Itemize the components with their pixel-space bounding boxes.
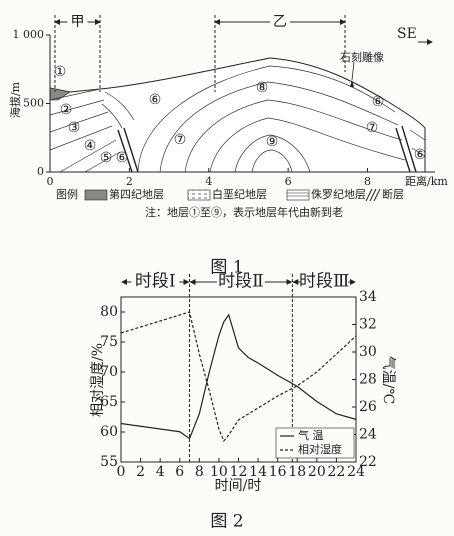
- cross-section: [49, 57, 426, 173]
- x-tick-label: 10: [210, 464, 228, 480]
- x-tick-label: 8: [364, 175, 371, 188]
- y2-tick-label: 34: [359, 289, 377, 305]
- period-label: 时段Ⅰ: [135, 272, 176, 292]
- layer-label: ⑦: [366, 120, 379, 136]
- x-tick-label: 6: [285, 175, 292, 188]
- legend-item: 第四纪地层: [109, 187, 164, 201]
- y-axis-label: 相对湿度/%: [90, 343, 106, 417]
- y2-tick-label: 32: [359, 317, 377, 333]
- x-tick-label: 4: [205, 175, 212, 188]
- direction: SE: [397, 26, 417, 42]
- period-label: 时段Ⅲ: [299, 272, 349, 292]
- layer-label: ⑦: [174, 132, 187, 148]
- legend-swatch: [84, 189, 108, 201]
- layer-label: ⑥: [372, 94, 385, 110]
- y2-tick-label: 22: [359, 454, 377, 470]
- layer-label: ⑥: [116, 150, 129, 166]
- y-axis-label: 海拔/m: [8, 81, 22, 118]
- y-tick-label: 500: [23, 97, 44, 110]
- legend-box: [275, 427, 355, 459]
- layer-label: ⑨: [266, 134, 279, 150]
- legend-swatch: [187, 189, 211, 201]
- y-tick-label: 1 000: [13, 28, 45, 41]
- section-label: 甲: [71, 14, 85, 30]
- y2-tick-label: 30: [359, 344, 377, 360]
- y-tick-label: 0: [37, 165, 44, 178]
- layer-label: ①: [54, 64, 67, 80]
- legend-swatch: [286, 189, 310, 201]
- y-tick-label: 70: [100, 364, 118, 380]
- x-tick-label: 0: [117, 464, 126, 480]
- x-tick-label: 12: [230, 464, 248, 480]
- layer-label: ⑧: [256, 80, 269, 96]
- line-series: [120, 313, 357, 440]
- layer-label: ④: [84, 138, 97, 154]
- y-tick-label: 75: [100, 334, 118, 350]
- layer-label: ⑤: [100, 150, 113, 166]
- note: 注：地层①至⑨，表示地层年代由新到老: [145, 205, 343, 219]
- legend-label: 气 温: [298, 428, 324, 442]
- layer-label: ③: [68, 120, 81, 136]
- y2-tick-label: 24: [359, 427, 377, 443]
- legend-swatch: [365, 188, 381, 202]
- x-tick-label: 18: [288, 464, 306, 480]
- x-tick-label: 16: [269, 464, 287, 480]
- x-tick-label: 0: [47, 175, 54, 188]
- y-tick-label: 55: [100, 454, 118, 470]
- x-tick-label: 22: [328, 464, 346, 480]
- x-tick-label: 14: [249, 464, 267, 480]
- y2-tick-label: 28: [359, 372, 377, 388]
- x-axis-label: 距离/km: [405, 174, 448, 188]
- x-tick-label: 4: [156, 464, 165, 480]
- legend-title: 图例: [56, 187, 78, 201]
- x-tick-label: 8: [195, 464, 204, 480]
- x-tick-label: 2: [126, 175, 133, 188]
- y2-tick-label: 26: [359, 399, 377, 415]
- statue-label: 石刻雕像: [340, 50, 384, 64]
- x-tick-label: 20: [308, 464, 326, 480]
- x-tick-label: 6: [175, 464, 184, 480]
- x-axis-label: 时间/时: [215, 478, 262, 494]
- line-series: [120, 311, 357, 443]
- caption: 图 1: [210, 258, 243, 278]
- legend-item: 断层: [382, 187, 404, 201]
- legend-item: 侏罗纪地层: [311, 188, 366, 201]
- y-tick-label: 60: [100, 424, 118, 440]
- period-label: 时段Ⅱ: [218, 272, 264, 292]
- y-tick-label: 80: [100, 304, 118, 320]
- caption: 图 2: [210, 512, 243, 532]
- section-label: 乙: [273, 14, 287, 30]
- x-tick-label: 2: [136, 464, 145, 480]
- legend-item: 白垩纪地层: [212, 187, 267, 201]
- y-tick-label: 65: [100, 394, 118, 410]
- layer-label: ⑥: [149, 92, 162, 108]
- legend-label: 相对湿度: [298, 442, 342, 456]
- x-tick-label: 24: [347, 464, 365, 480]
- y2-axis-label: 气温/℃: [380, 356, 396, 404]
- layer-label: ②: [60, 102, 73, 118]
- layer-label: ⑥: [414, 147, 427, 163]
